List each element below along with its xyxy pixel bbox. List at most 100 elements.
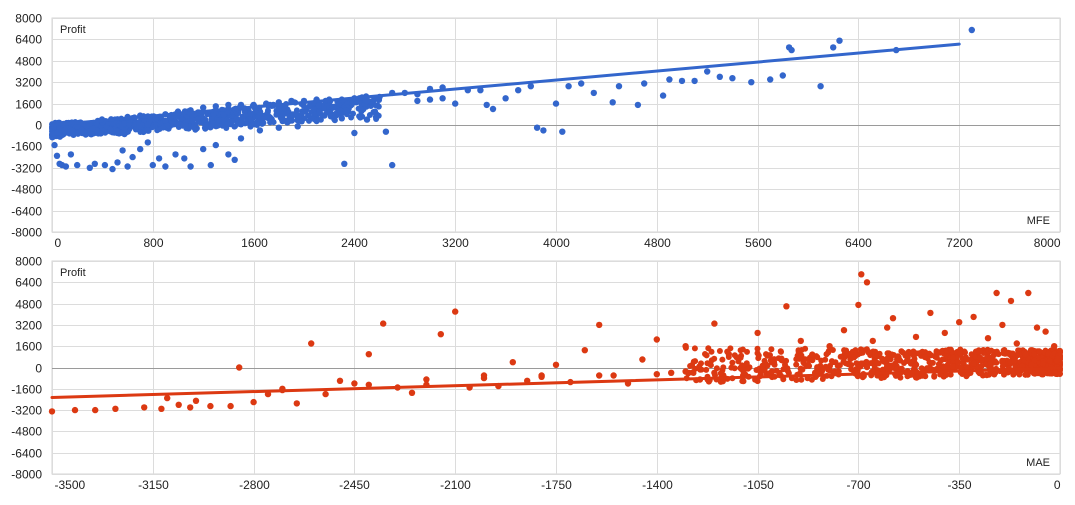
data-point <box>864 364 871 370</box>
data-point <box>227 402 234 410</box>
data-point <box>716 73 723 81</box>
data-point <box>207 402 214 410</box>
data-point <box>748 79 755 86</box>
data-point <box>136 122 143 129</box>
data-point <box>61 127 68 134</box>
data-point <box>879 355 886 362</box>
data-point <box>78 129 85 136</box>
data-point <box>796 355 803 362</box>
data-point <box>615 83 623 90</box>
data-point <box>107 126 114 133</box>
data-point <box>609 99 616 106</box>
chart-panel-2: -3500 -3150 -2800 -2450 -2100 -1750 -1400 -1050… <box>11 255 1063 492</box>
trend-line <box>50 42 961 127</box>
data-point <box>268 116 275 122</box>
data-point <box>1056 348 1063 355</box>
data-point <box>144 121 151 128</box>
data-point <box>795 347 802 354</box>
y-tick-label: 8000 <box>15 12 42 26</box>
data-point <box>341 160 348 167</box>
data-point <box>754 329 761 337</box>
data-point <box>581 347 588 354</box>
data-point <box>62 163 70 170</box>
data-point <box>1040 360 1046 367</box>
data-point <box>1053 357 1061 364</box>
x-tick-label: -700 <box>846 478 870 492</box>
data-point <box>809 357 816 364</box>
data-point <box>941 364 948 371</box>
data-point <box>780 376 787 383</box>
data-point <box>777 348 784 355</box>
data-point <box>67 151 75 158</box>
data-point <box>260 119 267 126</box>
data-point <box>931 373 938 380</box>
data-point <box>149 161 156 169</box>
data-point <box>256 127 264 134</box>
data-point <box>962 349 968 356</box>
data-point <box>89 125 96 132</box>
data-point <box>634 101 642 109</box>
data-point <box>439 95 446 102</box>
data-point <box>261 114 268 121</box>
data-point <box>666 76 673 83</box>
data-point <box>162 163 169 170</box>
data-point <box>993 289 1000 297</box>
data-point <box>114 159 121 166</box>
data-point <box>1051 343 1058 350</box>
data-point <box>687 363 694 369</box>
data-point <box>363 116 371 123</box>
data-point <box>365 351 372 358</box>
data-point <box>1004 350 1011 357</box>
data-point <box>927 309 934 317</box>
x-tick-label: -350 <box>947 478 971 492</box>
data-point <box>1022 371 1029 378</box>
data-point <box>704 68 711 75</box>
y-axis-label: Profit <box>60 24 86 36</box>
y-tick-label: 1600 <box>15 340 42 354</box>
data-point <box>336 101 342 108</box>
data-point <box>452 308 459 315</box>
data-point <box>884 363 891 370</box>
y-tick-label: 1600 <box>15 98 42 112</box>
data-point <box>793 361 800 368</box>
data-point <box>999 359 1006 366</box>
data-point <box>987 360 993 367</box>
data-point <box>323 109 330 116</box>
data-point <box>768 368 776 375</box>
data-point <box>414 97 421 105</box>
data-point <box>898 365 905 372</box>
data-point <box>757 369 764 376</box>
data-point <box>937 357 944 364</box>
data-point <box>174 120 181 127</box>
data-point <box>641 80 648 87</box>
data-point <box>313 117 320 125</box>
data-point <box>91 160 99 167</box>
y-tick-label: 3200 <box>15 319 42 333</box>
data-point <box>1009 350 1016 357</box>
data-point <box>798 376 805 383</box>
data-point <box>805 361 812 368</box>
data-point <box>825 349 832 356</box>
data-point <box>759 362 766 369</box>
data-point <box>515 87 522 94</box>
data-point <box>275 124 282 131</box>
data-point <box>926 350 933 357</box>
data-point <box>343 107 350 114</box>
data-point <box>691 345 698 352</box>
y-tick-label: 4800 <box>15 55 42 69</box>
x-tick-label: 0 <box>1054 478 1061 492</box>
data-point <box>977 354 984 361</box>
data-point <box>172 151 179 158</box>
data-point <box>338 115 345 122</box>
data-point <box>852 347 859 354</box>
data-point <box>725 351 732 358</box>
data-point <box>210 111 217 118</box>
data-point <box>826 343 833 350</box>
data-point <box>976 348 983 355</box>
data-point <box>71 406 79 414</box>
data-point <box>596 321 603 329</box>
data-point <box>711 355 718 362</box>
data-point <box>241 108 248 115</box>
data-point <box>834 362 841 369</box>
